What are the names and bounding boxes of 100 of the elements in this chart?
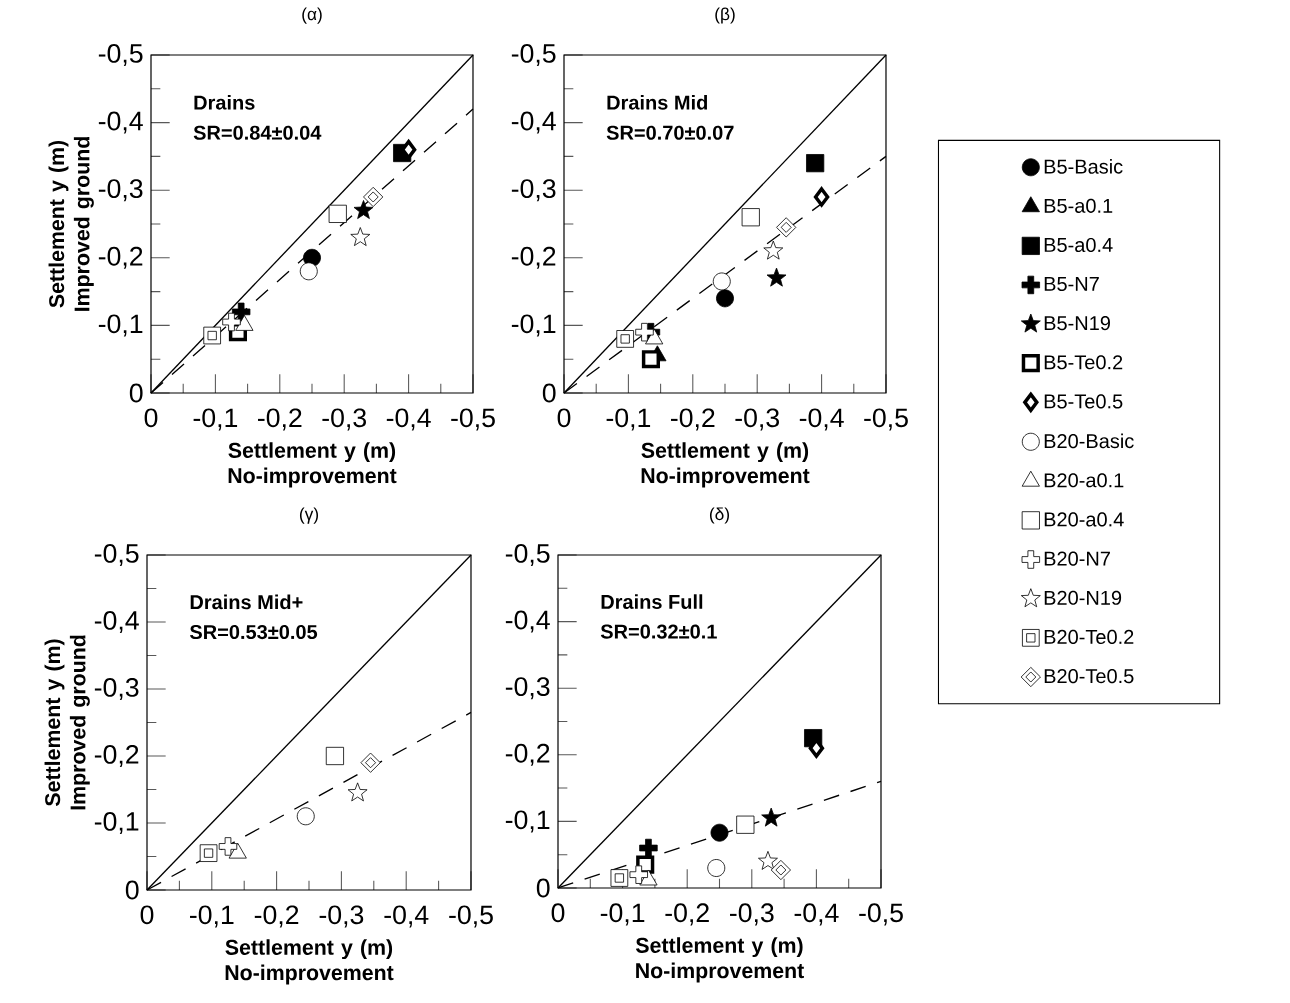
point (813, 187, 830, 207)
y-tick-label: 0 (129, 383, 143, 403)
x-tick-label: -0,3 (730, 903, 774, 926)
point (218, 837, 238, 856)
point (350, 227, 371, 247)
point (353, 200, 374, 219)
y-tick-label: -0,3 (511, 179, 556, 202)
x-tick-label: 0 (144, 408, 158, 428)
point (199, 844, 218, 862)
y-tick-label: -0,1 (94, 811, 139, 834)
y-tick-label: -0,4 (94, 610, 139, 634)
y-tick-label: -0,2 (94, 744, 139, 768)
point (222, 312, 241, 332)
x-tick-label: -0,2 (665, 903, 709, 926)
x-axis-title: Settlement y (m) No-improvement (641, 442, 810, 488)
point (360, 752, 381, 773)
annotation: SR=0.70±0.07 (606, 125, 734, 140)
point (629, 865, 648, 884)
legend-label: B5-Basic (1044, 159, 1123, 174)
chart-title: (α) (302, 7, 322, 24)
point (363, 186, 384, 208)
x-tick-label: -0,1 (190, 905, 234, 928)
y-tick-label: -0,3 (505, 677, 550, 700)
y-tick-label: -0,4 (505, 610, 550, 633)
x-tick-label: -0,2 (254, 905, 299, 928)
chart-title: (γ) (299, 507, 319, 524)
y-tick-label: -0,2 (505, 743, 550, 766)
y-tick-label: -0,1 (98, 314, 143, 337)
legend-label: B20-Te0.2 (1044, 629, 1134, 645)
y-axis-title: Settlement y (m) Improved ground (48, 137, 94, 311)
y-tick-label: -0,5 (98, 44, 143, 67)
x-axis-title: Settlement y (m) No-improvement (635, 937, 804, 983)
y-tick-label: -0,2 (511, 246, 556, 269)
legend-label: B20-a0.4 (1044, 512, 1124, 527)
annotation: Drains Full (601, 594, 703, 609)
point (639, 838, 658, 858)
x-tick-label: -0,5 (449, 905, 493, 928)
annotation: SR=0.32±0.1 (600, 624, 717, 639)
x-tick-label: -0,1 (193, 408, 238, 431)
y-tick-label: -0,1 (505, 810, 550, 833)
annotation: Drains Mid+ (190, 594, 303, 610)
point (761, 807, 782, 827)
annotation: Drains (194, 94, 255, 110)
x-tick-label: -0,1 (606, 408, 651, 431)
chart-title: (β) (715, 7, 735, 24)
legend-label: B5-N19 (1044, 316, 1110, 331)
point (616, 330, 634, 348)
x-tick-label: -0,3 (319, 905, 364, 928)
point (328, 204, 347, 223)
point (641, 350, 661, 369)
point (203, 326, 221, 345)
point (758, 850, 778, 870)
annotation: Drains Mid (607, 94, 708, 110)
legend-label: B20-a0.1 (1044, 473, 1124, 488)
y-tick-label: -0,3 (98, 179, 143, 202)
point (712, 272, 731, 291)
y-tick-label: -0,1 (511, 314, 556, 337)
point (710, 823, 729, 842)
legend-label: B5-N7 (1044, 277, 1099, 292)
x-tick-label: -0,1 (600, 903, 645, 926)
legend-label: B5-Te0.2 (1044, 355, 1123, 370)
y-tick-label: 0 (542, 383, 556, 403)
point (610, 869, 629, 887)
x-tick-label: -0,3 (735, 408, 779, 431)
x-tick-label: -0,3 (322, 408, 366, 431)
x-tick-label: -0,4 (386, 408, 431, 431)
point (763, 240, 784, 260)
y-tick-label: -0,5 (511, 43, 556, 67)
y-tick-label: -0,5 (94, 543, 139, 567)
point (776, 217, 797, 238)
y-tick-label: -0,3 (94, 677, 139, 701)
legend-label: B5-a0.4 (1044, 237, 1113, 253)
y-tick-label: -0,5 (505, 543, 550, 567)
point (741, 208, 760, 227)
x-tick-label: -0,2 (258, 408, 302, 431)
y-tick-label: 0 (125, 880, 139, 900)
legend-label: B5-Te0.5 (1044, 394, 1123, 409)
point (635, 322, 654, 342)
x-tick-label: -0,4 (384, 905, 429, 928)
x-axis-title: Settlement y (m) No-improvement (225, 939, 394, 985)
x-tick-label: -0,5 (859, 903, 903, 926)
legend-label: B20-Te0.5 (1044, 669, 1134, 684)
x-axis-title: Settlement y (m) No-improvement (228, 442, 397, 488)
annotation: SR=0.53±0.05 (189, 624, 318, 640)
point (806, 154, 825, 173)
point (347, 782, 368, 802)
y-axis-title: Settlement y (m) Improved ground (44, 635, 90, 810)
chart-title: (δ) (709, 507, 730, 524)
legend-label: B20-N7 (1044, 551, 1110, 566)
annotation: SR=0.84±0.04 (193, 125, 322, 140)
legend-label: B5-a0.1 (1044, 198, 1113, 213)
x-tick-label: -0,4 (794, 903, 839, 926)
legend-label: B20-Basic (1044, 433, 1134, 449)
legend-label: B20-N19 (1044, 590, 1122, 605)
x-tick-label: 0 (557, 408, 571, 428)
x-tick-label: -0,5 (864, 408, 908, 431)
x-tick-label: -0,4 (799, 408, 844, 431)
point (299, 262, 318, 281)
x-tick-label: -0,5 (451, 408, 495, 431)
point (325, 746, 344, 766)
